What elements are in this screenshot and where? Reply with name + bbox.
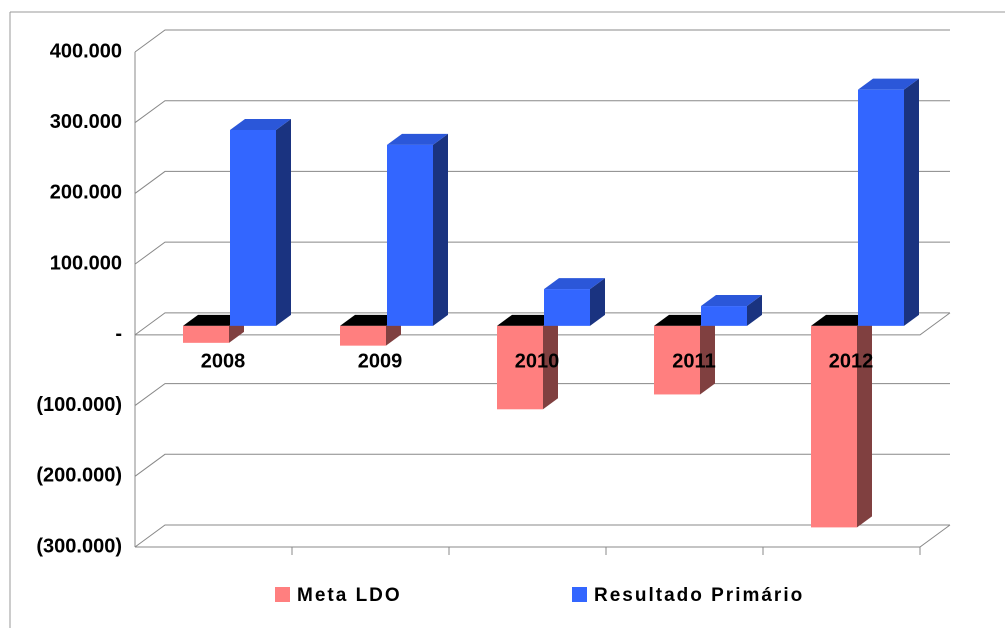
bar-side bbox=[904, 78, 919, 326]
bar-top bbox=[497, 314, 558, 326]
bar bbox=[858, 89, 904, 326]
legend-swatch bbox=[275, 587, 290, 602]
bar-side bbox=[590, 278, 605, 326]
bar bbox=[387, 144, 433, 326]
bar bbox=[183, 325, 229, 343]
x-tick-label: 2011 bbox=[672, 350, 715, 372]
grid-line bbox=[134, 100, 950, 124]
x-tick-label: 2012 bbox=[829, 350, 874, 372]
bar bbox=[230, 129, 276, 326]
bar-top bbox=[654, 314, 715, 326]
y-tick-label: (300.000) bbox=[36, 535, 122, 557]
y-tick-label: (100.000) bbox=[36, 394, 122, 416]
x-tick-label: 2010 bbox=[515, 350, 560, 372]
floor-edge bbox=[135, 524, 951, 548]
bar-top bbox=[544, 278, 605, 290]
y-tick-label: 400.000 bbox=[50, 40, 122, 62]
grid-line bbox=[134, 241, 950, 265]
grid-line bbox=[134, 524, 950, 548]
y-tick-label: 300.000 bbox=[50, 111, 122, 133]
bar bbox=[544, 289, 590, 326]
grid-line bbox=[134, 29, 950, 53]
bar-side bbox=[857, 314, 872, 528]
grid-line bbox=[134, 170, 950, 194]
legend-swatch bbox=[572, 587, 587, 602]
bar bbox=[701, 306, 747, 326]
bar-top bbox=[701, 295, 762, 307]
bar-top bbox=[858, 78, 919, 90]
bar-side bbox=[747, 295, 762, 326]
bar-side bbox=[700, 314, 715, 395]
bar-top bbox=[811, 314, 872, 326]
bar-side bbox=[433, 133, 448, 326]
grid-line bbox=[134, 453, 950, 477]
x-tick-label: 2009 bbox=[358, 350, 403, 372]
bar-top bbox=[387, 133, 448, 145]
legend-label: Resultado Primário bbox=[594, 585, 804, 606]
y-tick-label: (200.000) bbox=[36, 465, 122, 487]
y-tick-label: 100.000 bbox=[50, 252, 122, 274]
bar-top bbox=[340, 314, 401, 326]
bar bbox=[340, 325, 386, 346]
grid-line bbox=[134, 312, 950, 336]
x-tick-label: 2008 bbox=[201, 350, 246, 372]
bar-side bbox=[276, 118, 291, 326]
y-tick-label: - bbox=[115, 323, 122, 345]
bar bbox=[654, 325, 700, 395]
bar bbox=[497, 325, 543, 410]
bar-top bbox=[230, 118, 291, 130]
y-tick-label: 200.000 bbox=[50, 182, 122, 204]
bar-side bbox=[543, 314, 558, 410]
bar bbox=[811, 325, 857, 528]
legend-label: Meta LDO bbox=[297, 585, 402, 606]
bar-top bbox=[183, 314, 244, 326]
